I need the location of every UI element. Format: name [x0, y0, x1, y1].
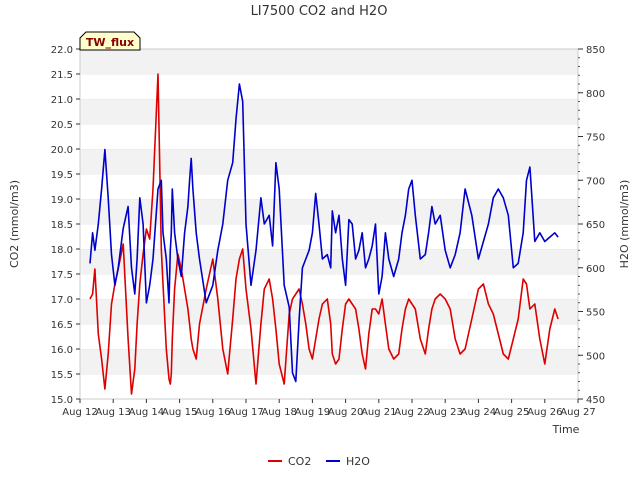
x-tick-label: Aug 20	[328, 407, 363, 418]
y-right-tick-label: 650	[586, 220, 605, 231]
y-axis-right-label: H2O (mmol/m3)	[618, 180, 631, 269]
x-tick-label: Aug 23	[427, 407, 462, 418]
x-tick-label: Aug 26	[527, 407, 562, 418]
y-right-tick-label: 700	[586, 176, 605, 187]
y-left-tick-label: 15.0	[51, 395, 73, 406]
y-right-tick-label: 500	[586, 351, 605, 362]
plot-band	[80, 274, 578, 299]
plot-band	[80, 349, 578, 374]
plot-band	[80, 324, 578, 349]
series-layer	[89, 73, 559, 395]
plot-band	[80, 199, 578, 224]
site-label-box: TW_flux	[79, 31, 141, 51]
plot-band	[80, 374, 578, 399]
x-tick-label: Aug 16	[195, 407, 230, 418]
y-left-tick-label: 19.0	[51, 195, 73, 206]
y-left-tick-label: 20.5	[51, 120, 73, 131]
chart-title: LI7500 CO2 and H2O	[251, 4, 388, 19]
y-axis-right: 450 500 550 600 650 700 750 800 850	[578, 45, 605, 406]
x-tick-label: Aug 19	[295, 407, 330, 418]
legend-h2o-label: H2O	[346, 455, 370, 468]
y-left-tick-label: 18.0	[51, 245, 73, 256]
y-left-tick-label: 21.0	[51, 95, 73, 106]
y-left-tick-label: 21.5	[51, 70, 73, 81]
plot-band	[80, 99, 578, 124]
series-line-h2o	[89, 83, 559, 383]
y-right-tick-label: 600	[586, 264, 605, 275]
x-tick-label: Aug 22	[394, 407, 429, 418]
y-right-tick-label: 450	[586, 395, 605, 406]
x-tick-label: Aug 24	[461, 407, 496, 418]
y-left-tick-label: 19.5	[51, 170, 73, 181]
x-axis-label: Time	[552, 423, 580, 436]
plot-band	[80, 149, 578, 174]
x-tick-label: Aug 18	[261, 407, 296, 418]
y-left-tick-label: 15.5	[51, 370, 73, 381]
y-left-tick-label: 16.5	[51, 320, 73, 331]
y-left-tick-label: 17.5	[51, 270, 73, 281]
plot-band	[80, 74, 578, 99]
y-axis-left: 15.0 15.5 16.0 16.5 17.0 17.5 18.0 18.5 19.0 19.5…	[51, 45, 80, 406]
plot-band	[80, 49, 578, 74]
y-left-tick-label: 16.0	[51, 345, 73, 356]
legend: CO2 H2O	[268, 455, 370, 468]
x-tick-label: Aug 21	[361, 407, 396, 418]
x-tick-label: Aug 12	[62, 407, 97, 418]
series-line-co2	[89, 73, 559, 395]
x-tick-label: Aug 13	[95, 407, 130, 418]
x-tick-label: Aug 25	[494, 407, 529, 418]
x-tick-label: Aug 17	[228, 407, 263, 418]
site-label: TW_flux	[86, 36, 134, 49]
legend-co2-label: CO2	[288, 455, 311, 468]
plot-band	[80, 124, 578, 149]
y-right-tick-label: 750	[586, 133, 605, 144]
y-right-tick-label: 550	[586, 308, 605, 319]
y-left-tick-label: 18.5	[51, 220, 73, 231]
plot-band	[80, 174, 578, 199]
x-tick-label: Aug 14	[129, 407, 164, 418]
x-tick-label: Aug 27	[560, 407, 595, 418]
y-left-tick-label: 20.0	[51, 145, 73, 156]
x-tick-label: Aug 15	[162, 407, 197, 418]
y-right-tick-label: 800	[586, 89, 605, 100]
y-right-tick-label: 850	[586, 45, 605, 56]
y-left-tick-label: 22.0	[51, 45, 73, 56]
y-left-tick-label: 17.0	[51, 295, 73, 306]
y-axis-left-label: CO2 (mmol/m3)	[8, 180, 21, 268]
